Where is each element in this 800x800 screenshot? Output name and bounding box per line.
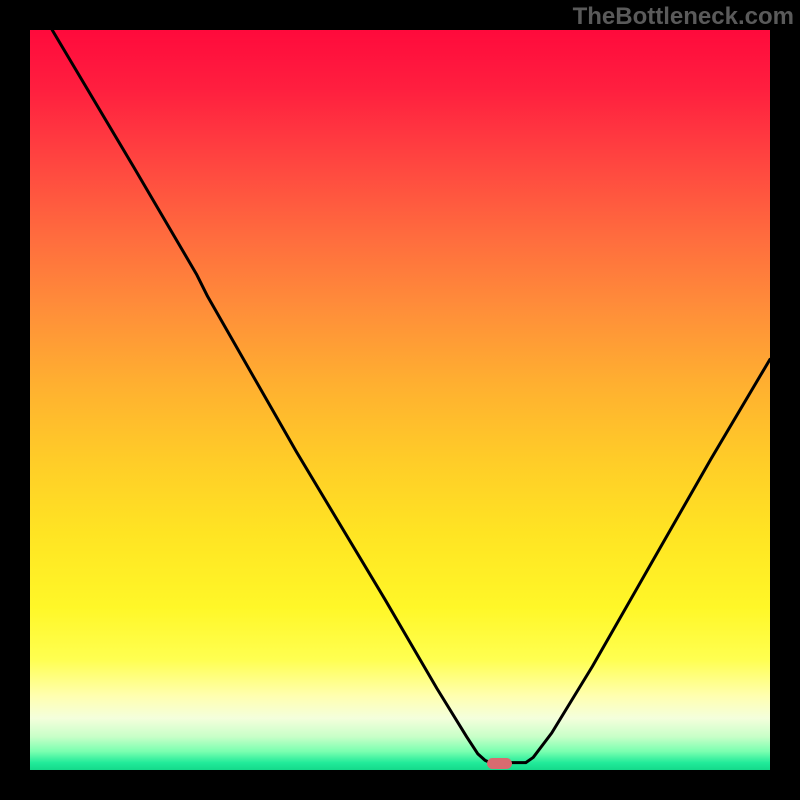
optimal-marker bbox=[487, 758, 512, 769]
curve-layer bbox=[30, 30, 770, 770]
bottleneck-curve bbox=[52, 30, 770, 763]
bottleneck-chart bbox=[30, 30, 770, 770]
attribution-text: TheBottleneck.com bbox=[573, 3, 794, 31]
